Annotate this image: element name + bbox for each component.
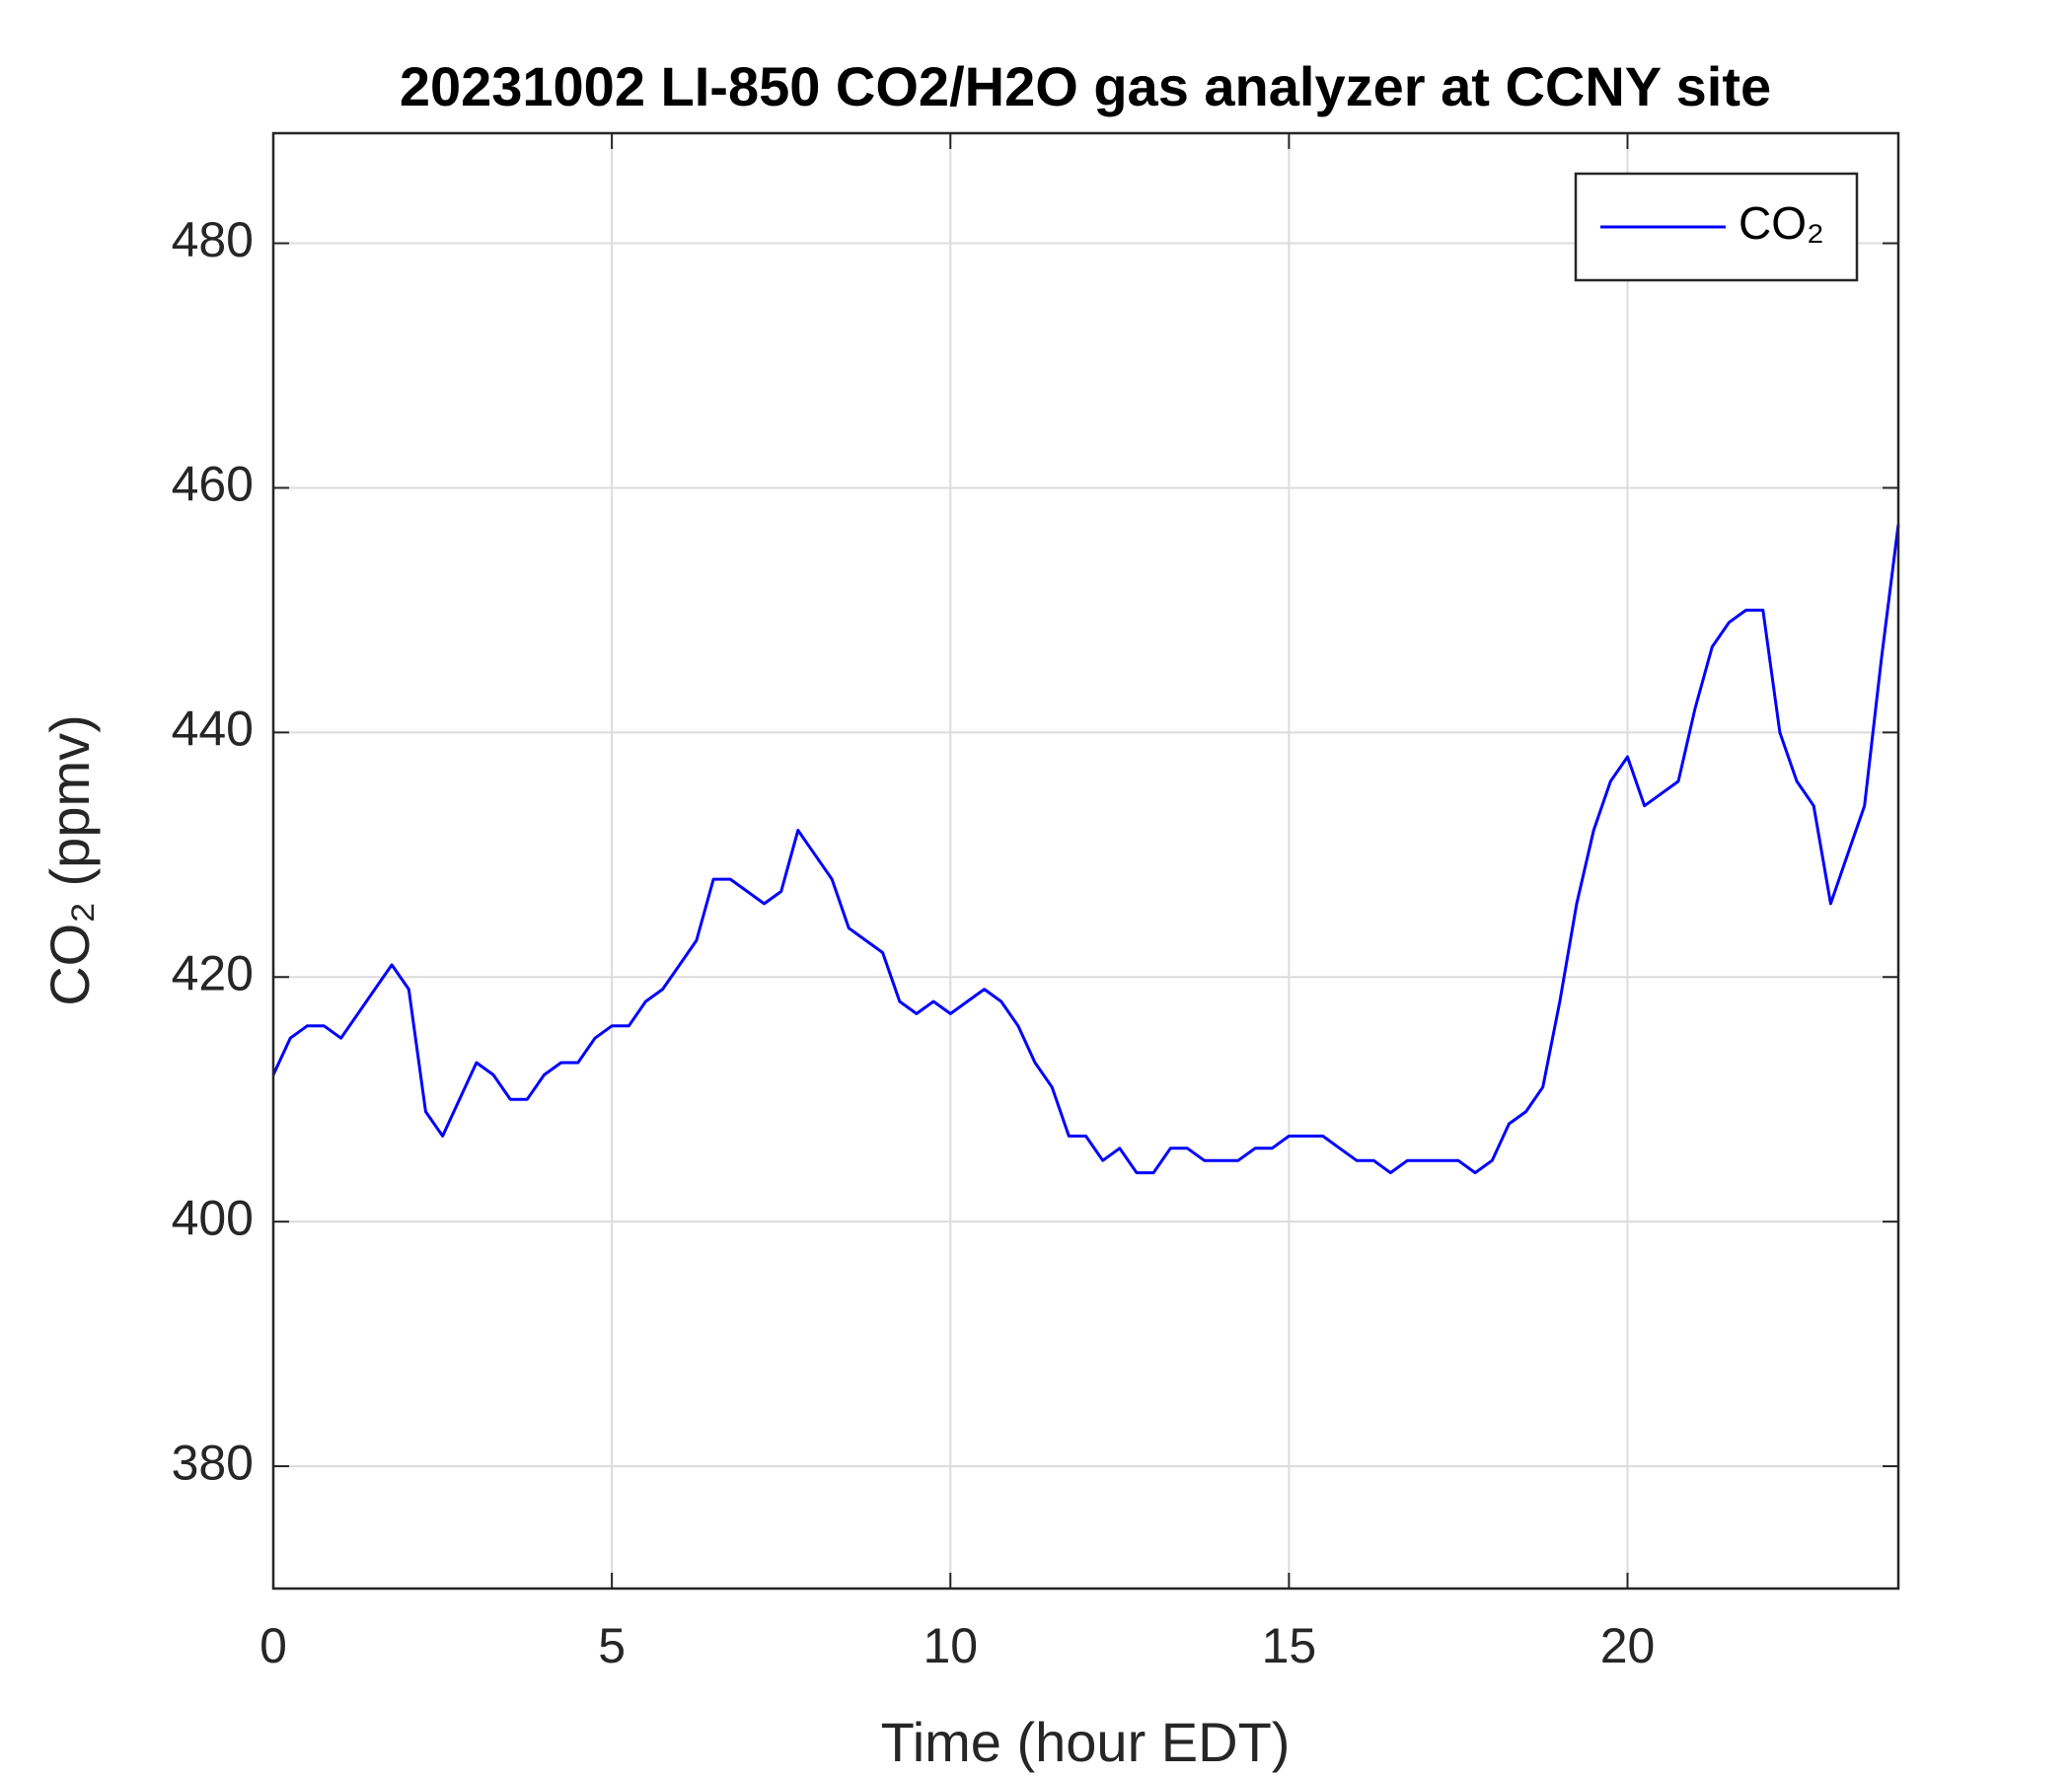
y-tick-label: 400 <box>172 1190 254 1245</box>
y-axis-label: CO₂ (ppmv) <box>38 714 101 1006</box>
data-line <box>271 524 1900 1175</box>
y-tick-label: 380 <box>172 1435 254 1490</box>
y-tick-label: 420 <box>172 945 254 1000</box>
chart-title: 20231002 LI-850 CO2/H2O gas analyzer at … <box>400 55 1771 117</box>
x-tick-label: 5 <box>598 1618 626 1673</box>
y-tick-label: 460 <box>172 457 254 512</box>
x-tick-label: 0 <box>259 1618 287 1673</box>
x-tick-label: 10 <box>923 1618 978 1673</box>
x-tick-label: 15 <box>1262 1618 1317 1673</box>
x-tick-label: 20 <box>1600 1618 1656 1673</box>
y-tick-label: 480 <box>172 212 254 267</box>
plot-frame <box>271 131 1900 1591</box>
legend-label: CO₂ <box>1739 197 1824 249</box>
x-axis-label: Time (hour EDT) <box>881 1711 1291 1773</box>
y-tick-label: 440 <box>172 702 254 757</box>
